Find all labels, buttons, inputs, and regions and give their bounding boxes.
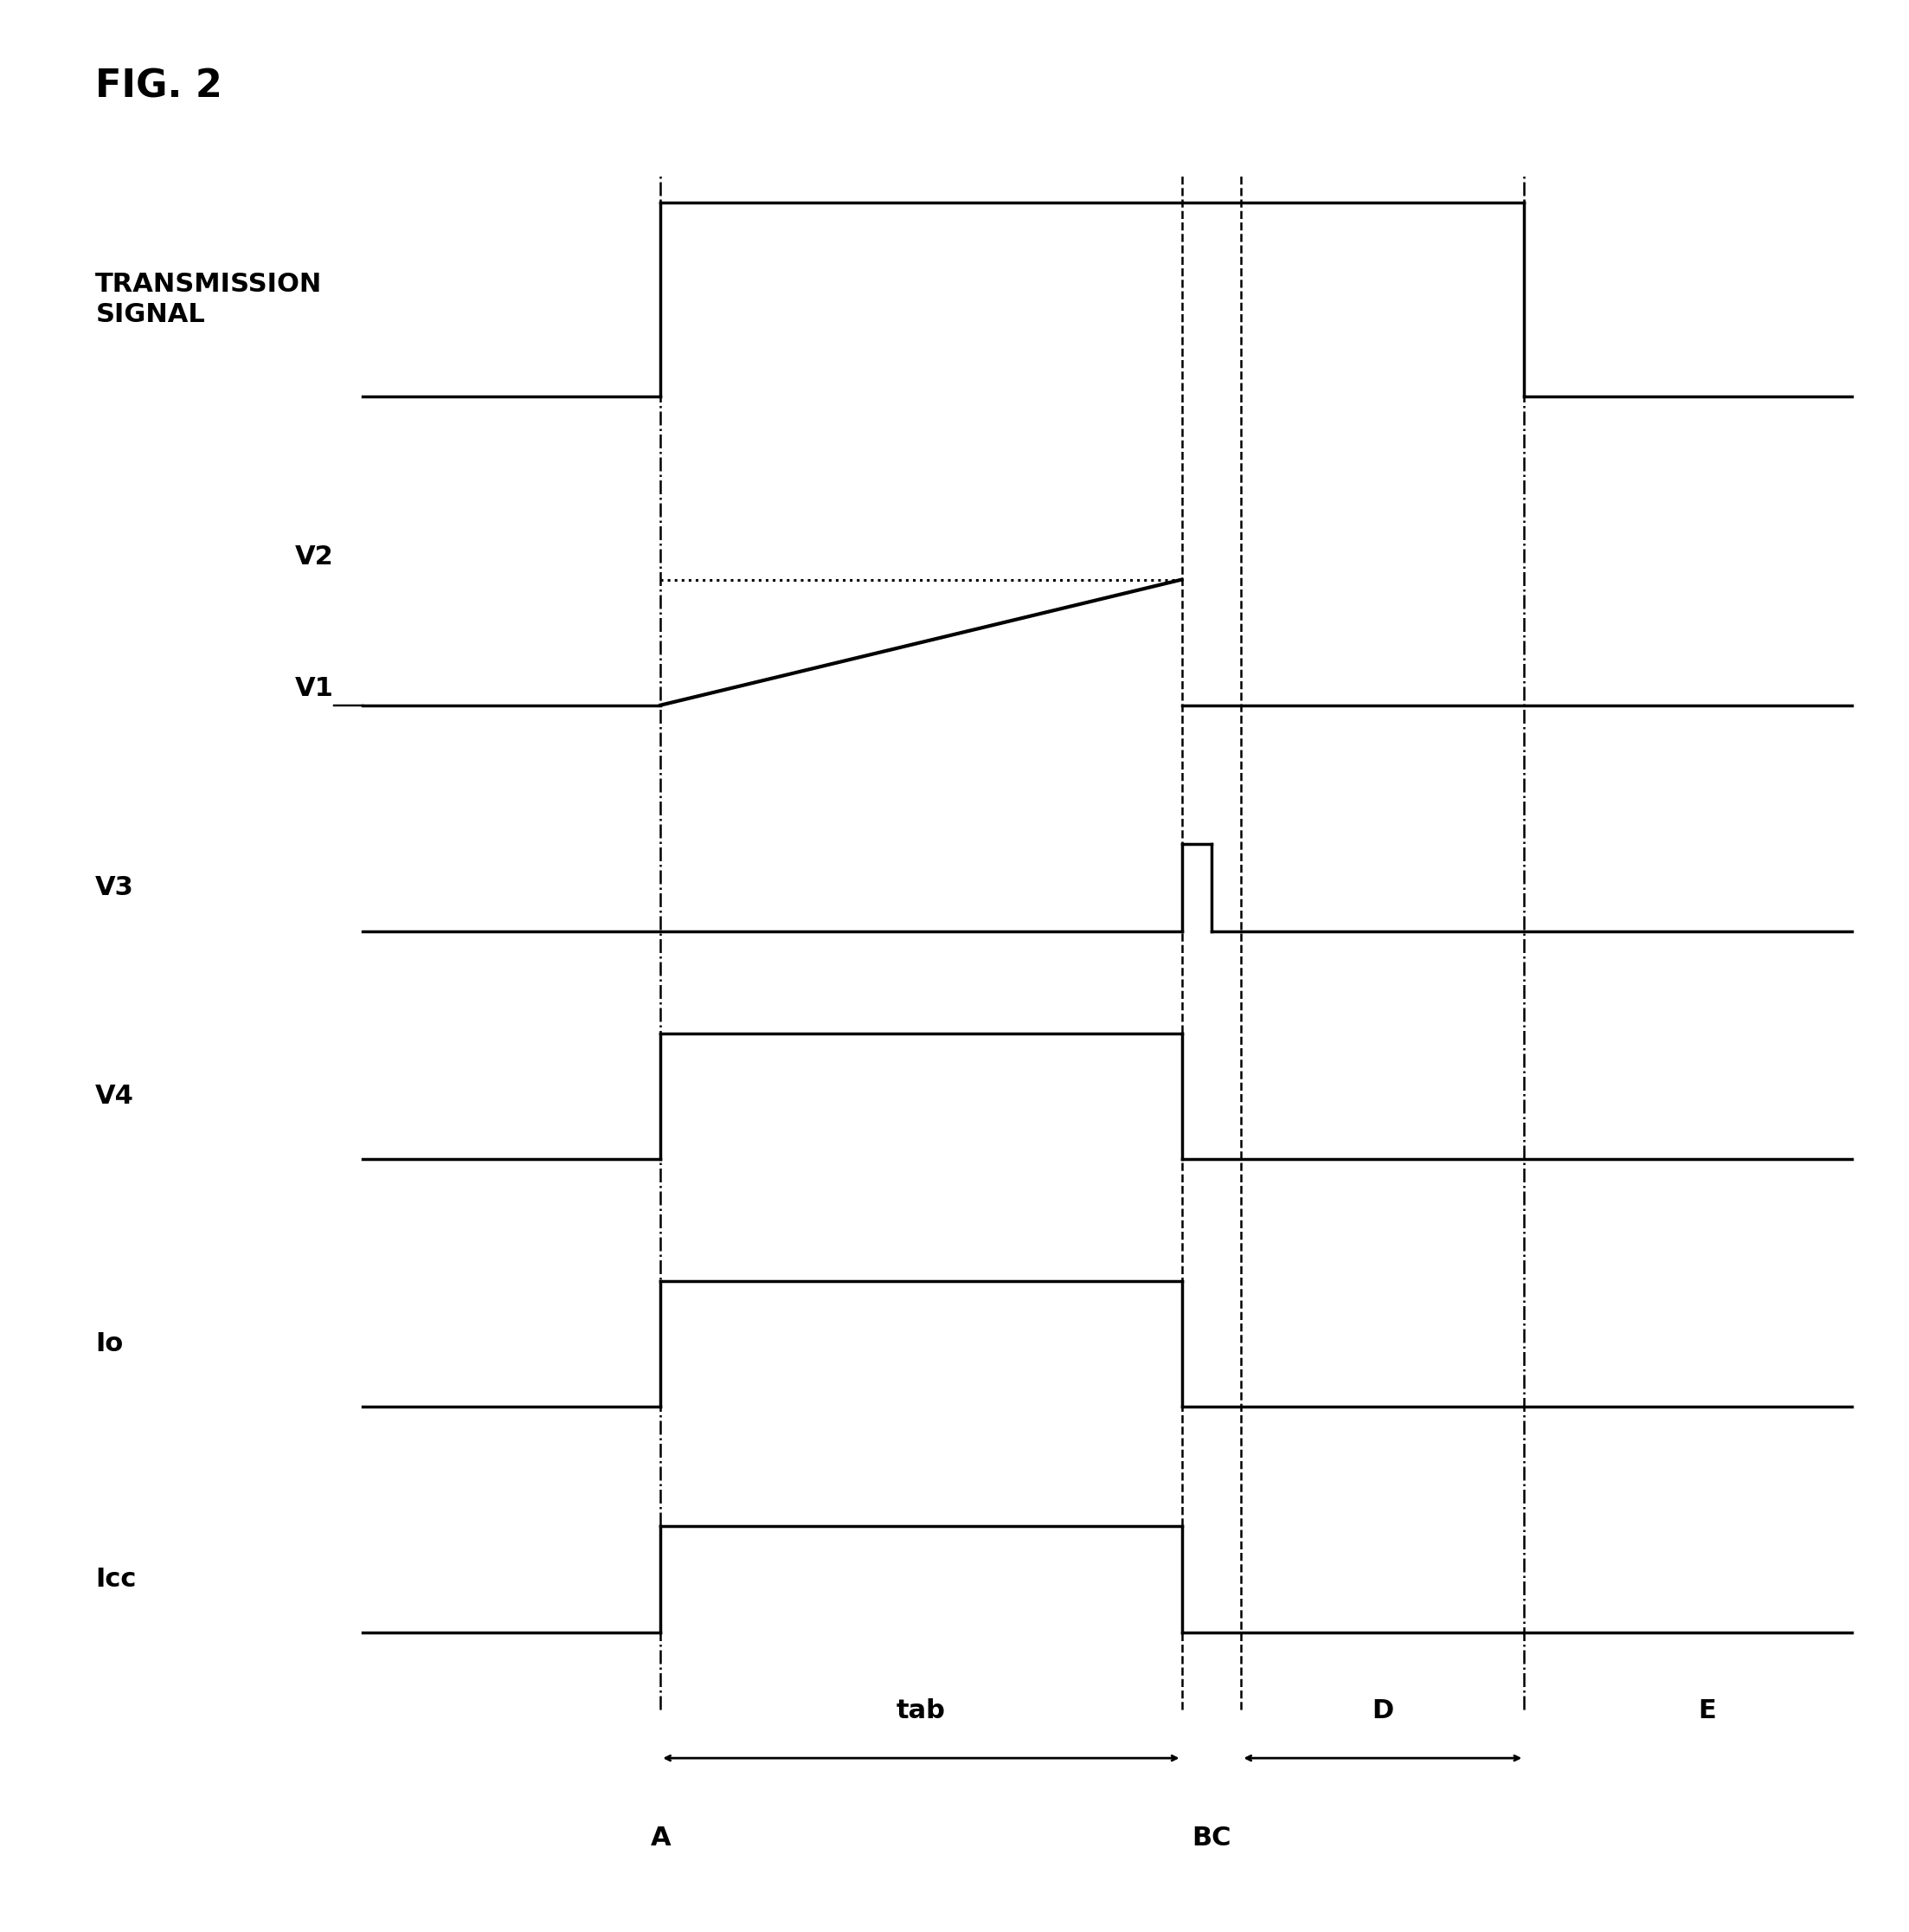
Text: tab: tab (897, 1698, 945, 1723)
Text: Io: Io (95, 1331, 124, 1356)
Text: Icc: Icc (95, 1567, 136, 1592)
Text: BC: BC (1191, 1826, 1231, 1851)
Text: A: A (651, 1826, 670, 1851)
Text: TRANSMISSION
SIGNAL: TRANSMISSION SIGNAL (95, 270, 323, 328)
Text: FIG. 2: FIG. 2 (95, 68, 223, 104)
Text: V1: V1 (296, 676, 334, 701)
Text: V3: V3 (95, 875, 134, 900)
Text: D: D (1373, 1698, 1394, 1723)
Text: V2: V2 (296, 545, 334, 570)
Text: E: E (1697, 1698, 1716, 1723)
Text: V4: V4 (95, 1084, 134, 1109)
